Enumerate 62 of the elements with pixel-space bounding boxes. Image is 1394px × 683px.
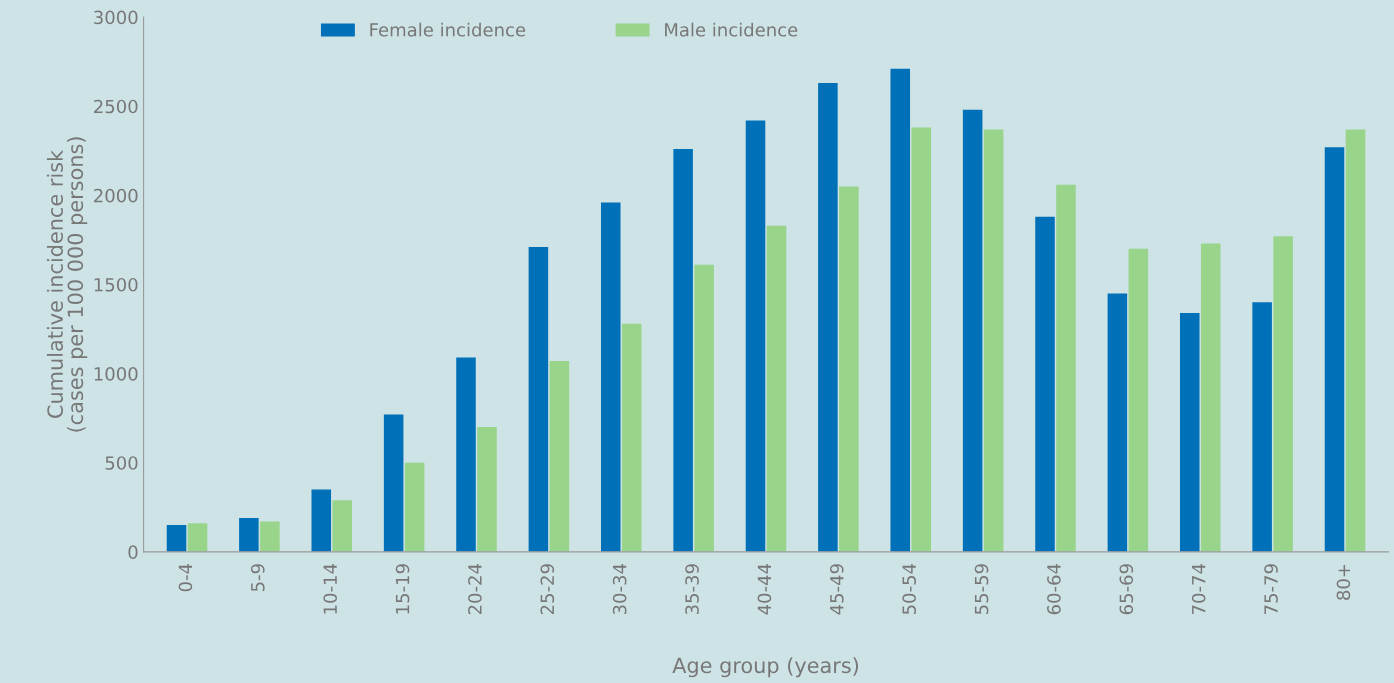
bar: [404, 462, 425, 552]
bar: [1179, 312, 1200, 552]
bar: [962, 109, 983, 552]
y-axis-title: Cumulative incidence risk (cases per 100 000 persons): [46, 137, 88, 432]
bar: [621, 323, 642, 552]
legend-label: Male incidence: [665, 22, 798, 37]
x-tick-label: 5-9: [250, 564, 265, 592]
x-tick-label: 55-59: [974, 564, 989, 615]
x-tick-label: 60-64: [1047, 563, 1061, 615]
x-tick-label: 80+: [1336, 564, 1351, 600]
bar: [694, 264, 714, 552]
y-tick-label: 1500: [94, 277, 138, 292]
bar: [528, 247, 549, 552]
y-tick-label: 2500: [94, 99, 138, 114]
x-tick-label: 50-54: [902, 563, 916, 615]
bar: [673, 148, 693, 552]
bar: [1200, 243, 1221, 552]
bar: [383, 414, 404, 552]
bar: [456, 357, 476, 552]
x-axis-title: Age group (years): [672, 657, 859, 678]
x-tick-label: 20-24: [468, 563, 482, 615]
bar: [332, 500, 353, 552]
x-tick-label: 40-44: [757, 563, 772, 615]
bar: [239, 517, 259, 552]
bar: [311, 489, 332, 552]
bar: [1345, 129, 1366, 552]
bar: [1128, 248, 1149, 552]
x-tick-label: 45-49: [829, 564, 844, 615]
x-tick-label: 70-74: [1191, 563, 1206, 614]
bar: [1324, 147, 1345, 552]
bar: [911, 127, 932, 552]
y-tick-label: 0: [128, 545, 138, 559]
bar: [1056, 184, 1076, 552]
bar: [745, 120, 766, 552]
bar: [260, 521, 280, 552]
x-tick-label: 30-34: [612, 563, 627, 615]
y-tick-label: 500: [105, 456, 138, 470]
x-tick-label: 0-4: [178, 563, 193, 592]
y-tick-label: 1000: [94, 367, 138, 381]
bar: [600, 202, 621, 552]
bar: [549, 361, 570, 552]
bar: [1107, 293, 1128, 552]
y-tick-label: 2000: [94, 188, 138, 203]
bar: [766, 225, 787, 552]
bar: [983, 129, 1004, 552]
bar: [187, 523, 208, 552]
bar: [477, 427, 497, 552]
bar: [1035, 216, 1055, 552]
bar: [1252, 302, 1272, 552]
x-tick-label: 25-29: [540, 564, 555, 615]
y-tick-label: 3000: [94, 10, 138, 25]
bar: [1273, 236, 1293, 552]
bar: [839, 186, 859, 552]
legend-label: Female incidence: [370, 22, 526, 37]
bar: [890, 68, 911, 552]
x-tick-label: 65-69: [1119, 564, 1134, 615]
bar: [166, 525, 187, 552]
x-tick-label: 35-39: [685, 564, 699, 615]
x-tick-label: 10-14: [323, 563, 337, 614]
bar: [818, 83, 838, 552]
x-tick-label: 15-19: [395, 564, 410, 614]
x-tick-label: 75-79: [1264, 564, 1278, 614]
